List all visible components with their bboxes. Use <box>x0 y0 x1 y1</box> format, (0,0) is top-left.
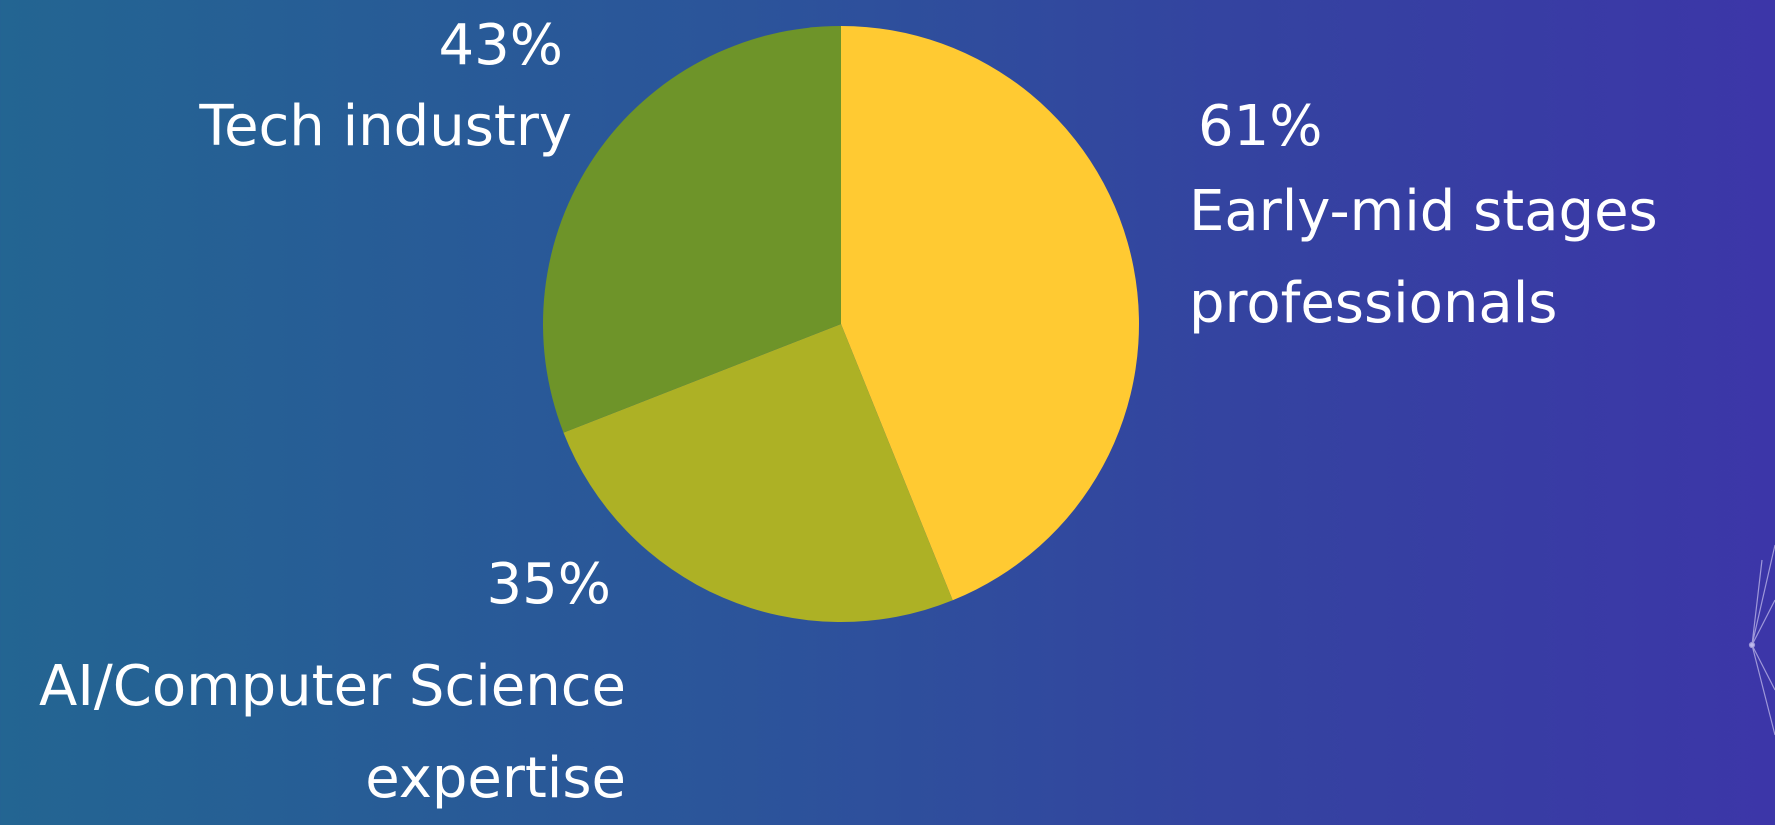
value-label: 61% <box>1198 81 1322 173</box>
decoration <box>1750 545 1775 735</box>
category-label: Early-mid stages professionals <box>1189 166 1775 350</box>
category-label: AI/Computer Science expertise <box>26 641 626 825</box>
category-label: Tech industry <box>199 81 572 173</box>
value-label: 43% <box>439 0 563 92</box>
value-label: 35% <box>487 539 611 631</box>
pie <box>543 26 1139 622</box>
